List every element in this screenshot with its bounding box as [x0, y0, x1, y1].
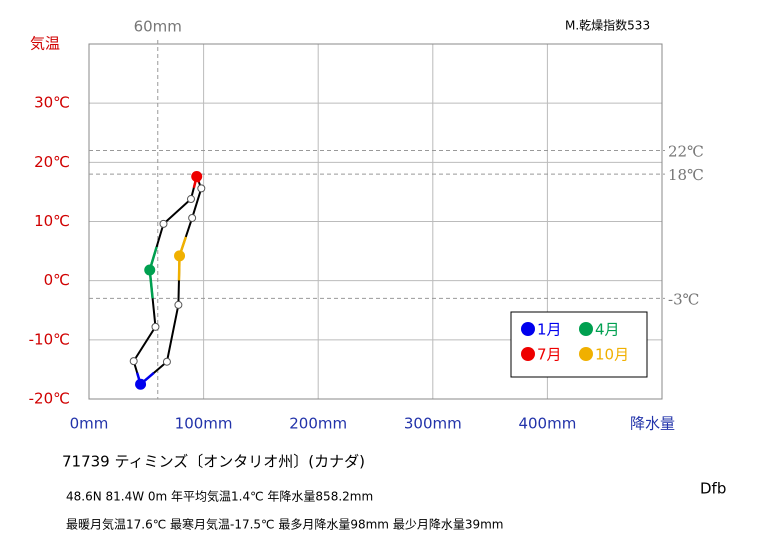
month-point [129, 357, 138, 366]
month-point [186, 195, 195, 204]
climate-code: Dfb [700, 480, 726, 498]
chart-title: 71739 ティミンズ〔オンタリオ州〕(カナダ) [62, 453, 365, 471]
legend-label: 10月 [595, 346, 629, 364]
reference-label: 18℃ [668, 166, 704, 184]
aridity: M.乾燥指数533 [565, 18, 650, 33]
month-point [174, 300, 183, 309]
x-tick-label: 200mm [289, 415, 347, 433]
reference-label: 60mm [134, 18, 182, 36]
legend-marker [579, 322, 593, 336]
reference-label: 22℃ [668, 143, 704, 161]
month-point [191, 171, 203, 183]
legend-marker [521, 347, 535, 361]
x-axis-label: 降水量 [630, 415, 675, 433]
x-tick-label: 100mm [175, 415, 233, 433]
y-tick-label: 20℃ [34, 153, 70, 171]
reference-label: -3℃ [668, 290, 699, 308]
y-tick-label: -20℃ [29, 390, 70, 408]
legend-label: 1月 [537, 321, 562, 339]
legend-box [510, 311, 648, 378]
x-tick-label: 400mm [518, 415, 576, 433]
month-point [188, 213, 197, 222]
info-line: 最暖月気温17.6℃ 最寒月気温-17.5℃ 最多月降水量98mm 最少月降水量… [66, 517, 503, 532]
month-point [159, 219, 168, 228]
y-tick-label: 30℃ [34, 94, 70, 112]
legend-marker [521, 322, 535, 336]
month-point [151, 322, 160, 331]
info-line: 48.6N 81.4W 0m 年平均気温1.4℃ 年降水量858.2mm [66, 489, 373, 504]
legend-label: 4月 [595, 321, 620, 339]
month-point [174, 250, 186, 262]
y-tick-label: 0℃ [44, 271, 70, 289]
month-point [197, 184, 206, 193]
x-tick-label: 0mm [70, 415, 109, 433]
legend-marker [579, 347, 593, 361]
month-point [162, 357, 171, 366]
x-tick-label: 300mm [404, 415, 462, 433]
month-point [144, 264, 156, 276]
legend-label: 7月 [537, 346, 562, 364]
y-tick-label: -10℃ [29, 330, 70, 348]
plot-frame [88, 43, 663, 400]
month-point [135, 378, 147, 390]
y-axis-label: 気温 [30, 35, 60, 53]
y-tick-label: 10℃ [34, 212, 70, 230]
